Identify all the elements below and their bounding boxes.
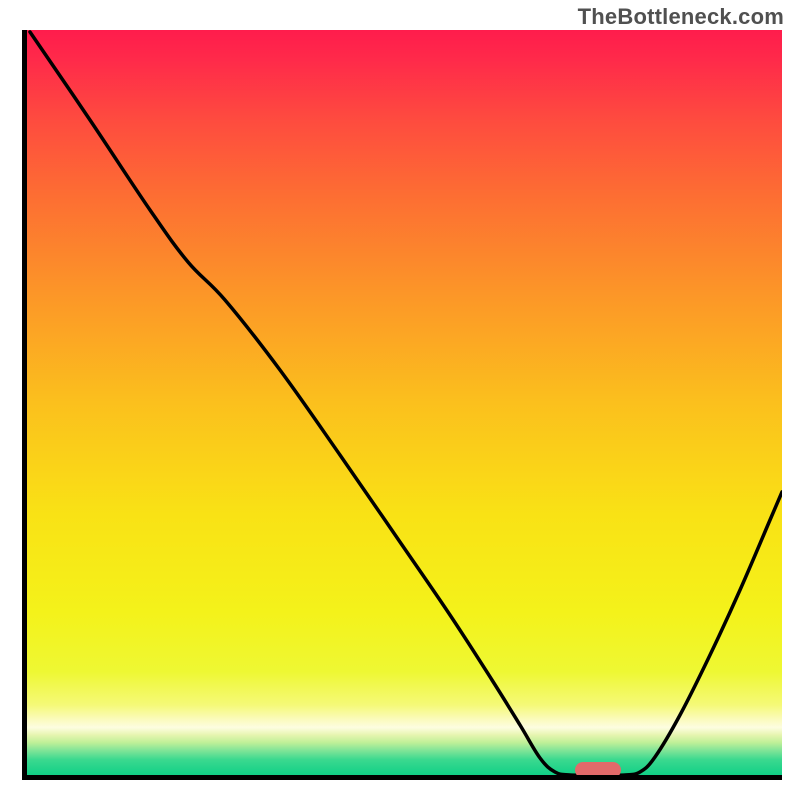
chart-svg: [0, 0, 800, 800]
watermark-text: TheBottleneck.com: [578, 4, 784, 30]
x-axis-line: [22, 775, 782, 780]
chart-container: { "watermark": "TheBottleneck.com", "cha…: [0, 0, 800, 800]
plot-background: [22, 30, 782, 776]
y-axis-line: [22, 30, 27, 780]
